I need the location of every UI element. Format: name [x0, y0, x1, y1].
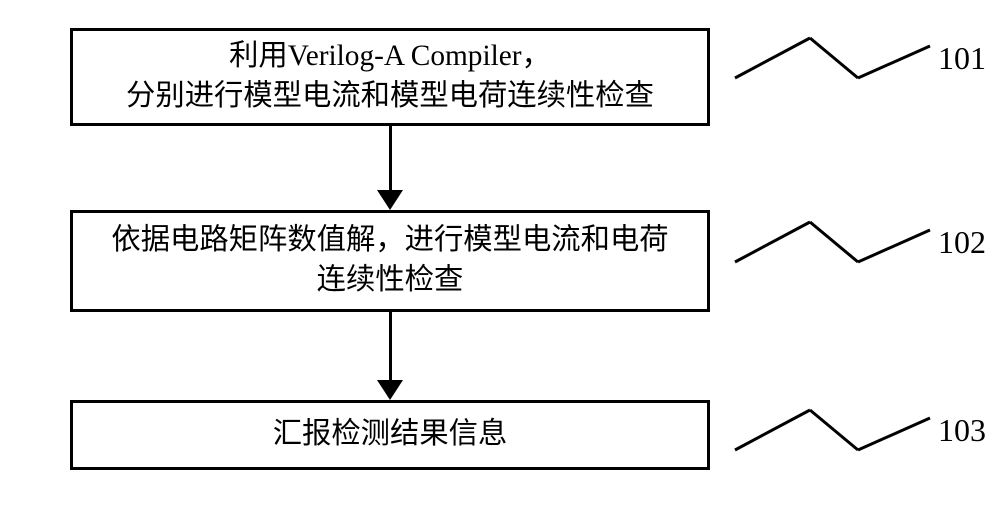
leader-line-103	[0, 0, 1000, 515]
flowchart-canvas: 利用Verilog-A Compiler， 分别进行模型电流和模型电荷连续性检查…	[0, 0, 1000, 515]
arrow-2-3-line	[389, 312, 392, 380]
arrow-1-2-line	[389, 126, 392, 190]
arrow-2-3-head	[377, 380, 403, 400]
arrow-1-2-head	[377, 190, 403, 210]
